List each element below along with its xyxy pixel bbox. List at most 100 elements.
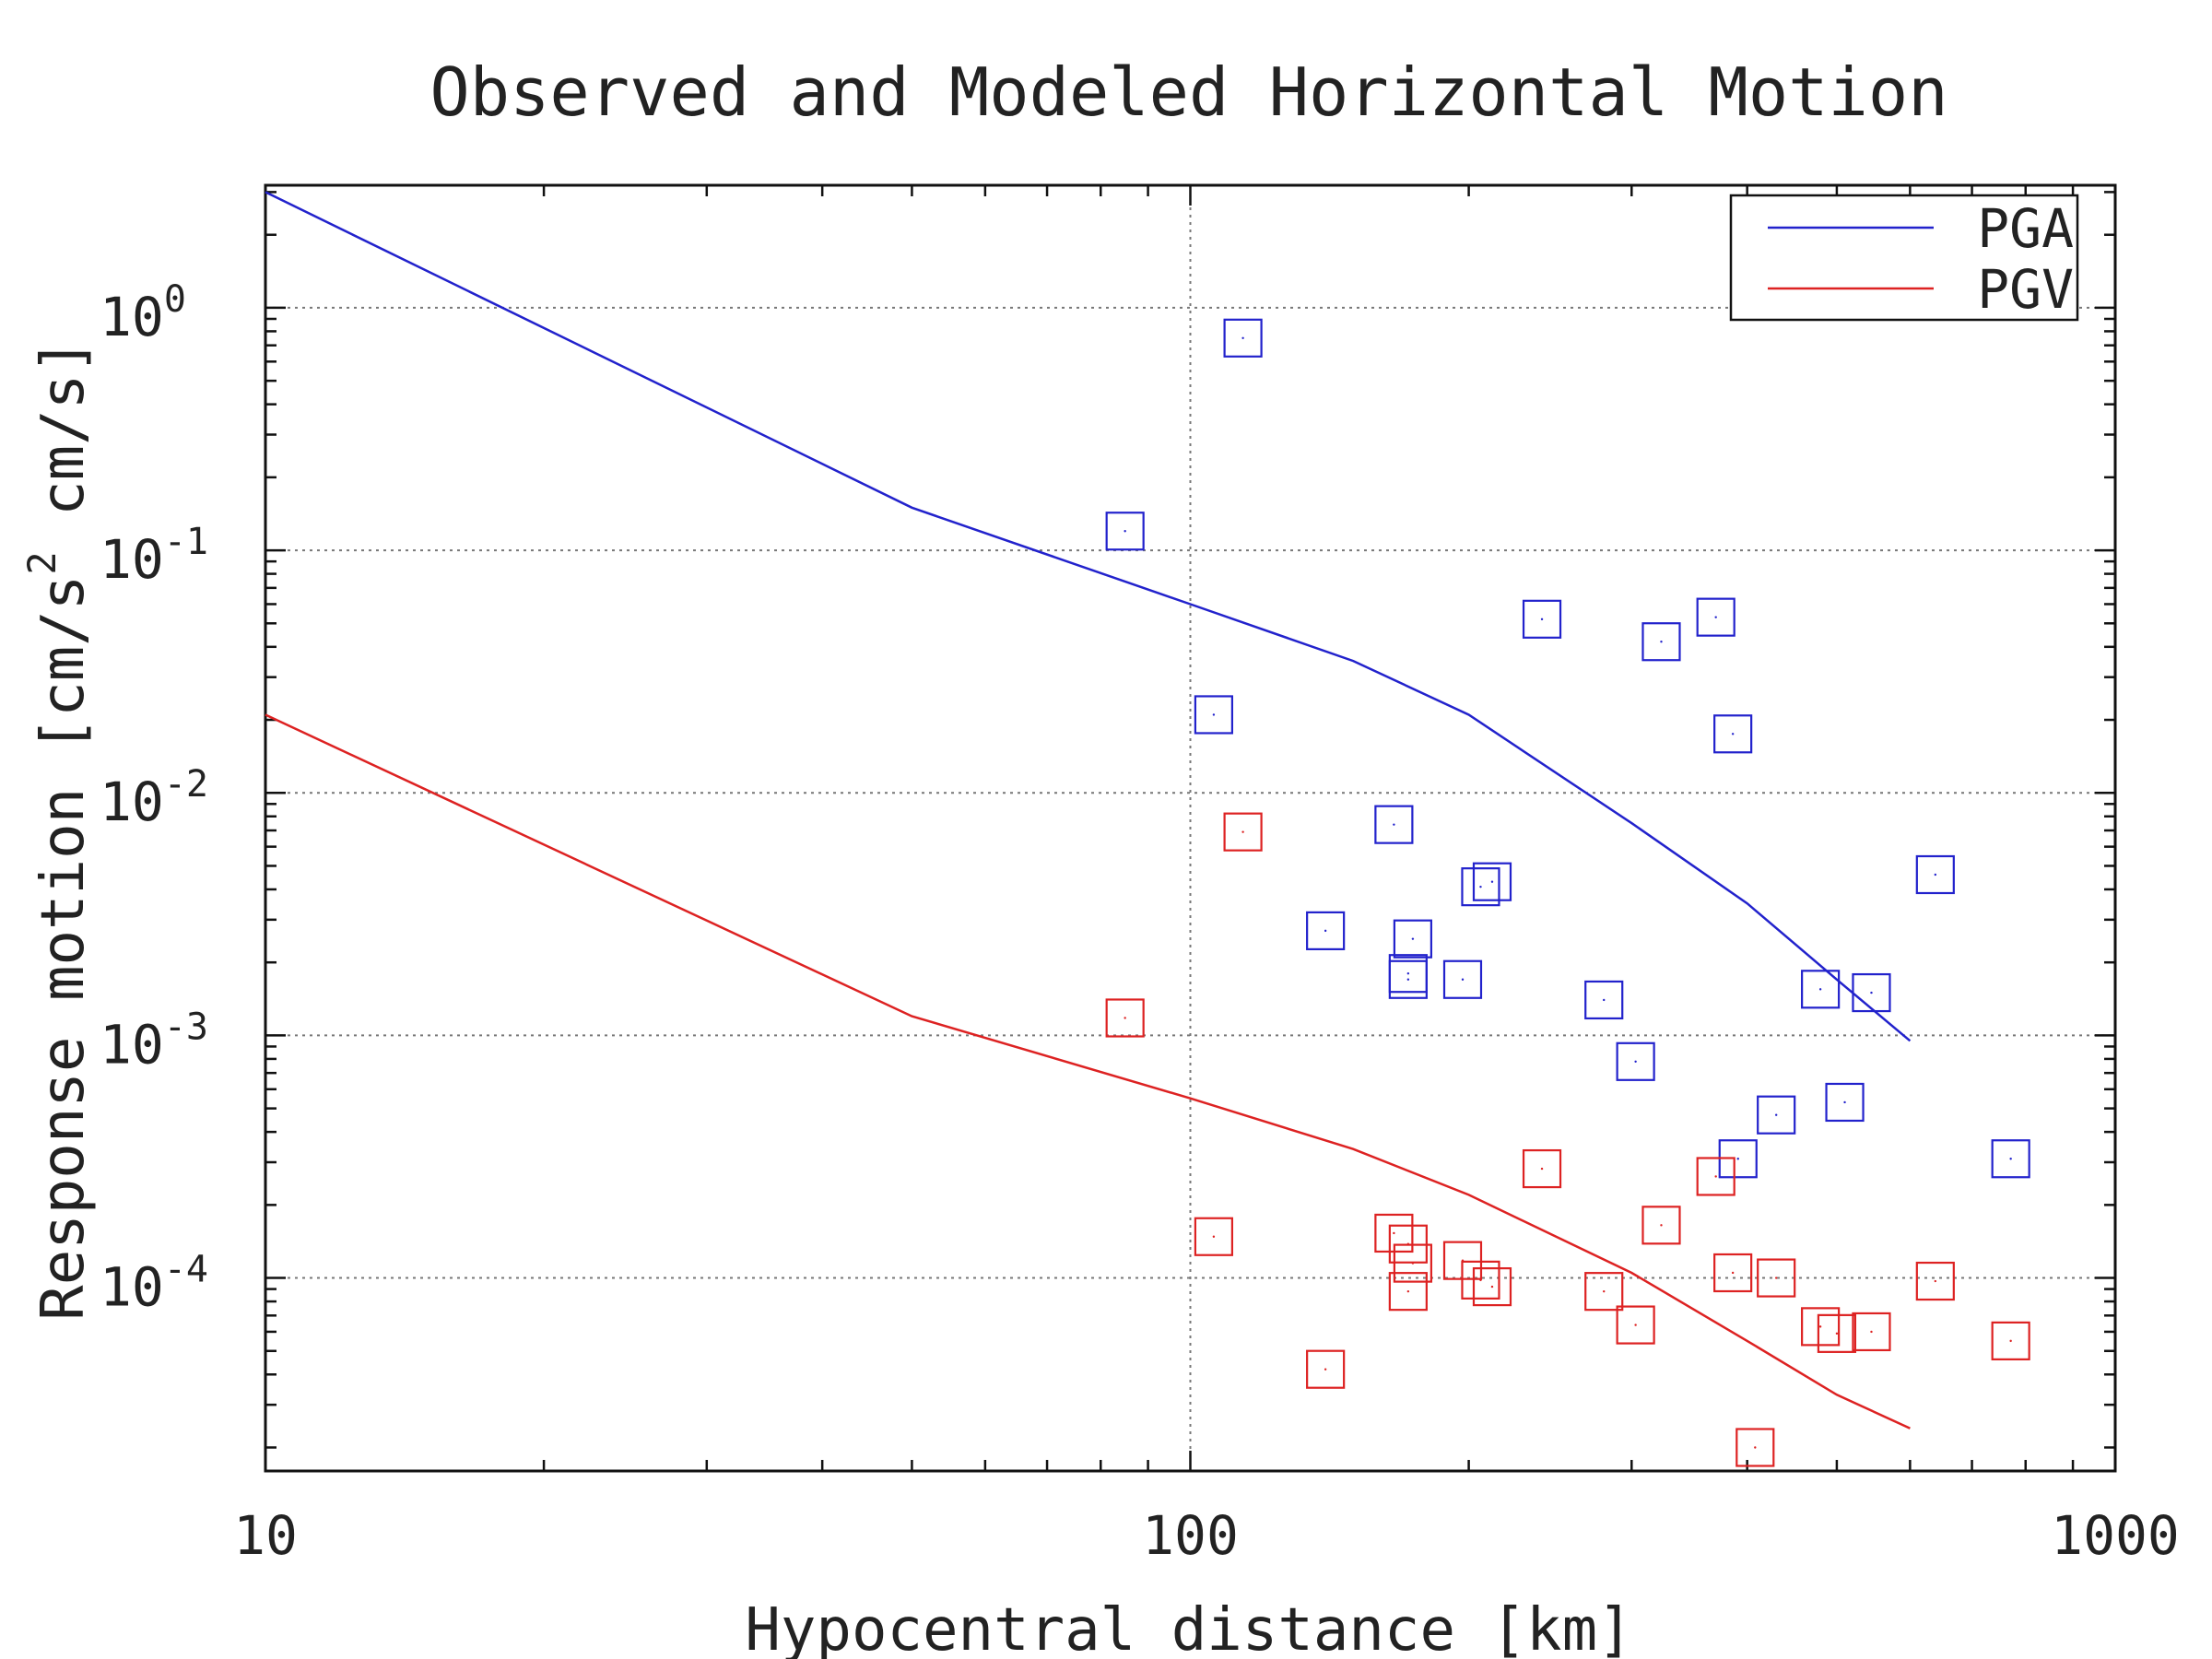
marker-pgv	[1817, 1313, 1857, 1353]
marker-center-dot	[1406, 972, 1410, 975]
marker-square	[1757, 1095, 1796, 1135]
marker-center-dot	[1406, 978, 1410, 981]
y-tick-label: 10-3	[100, 1006, 208, 1076]
marker-center-dot	[1660, 641, 1663, 643]
marker-pgv	[1616, 1305, 1655, 1345]
marker-center-dot	[1731, 1271, 1735, 1275]
marker-center-dot	[1934, 873, 1937, 877]
marker-square	[1393, 919, 1432, 959]
marker-center-dot	[1714, 1175, 1717, 1178]
marker-square	[1801, 970, 1841, 1009]
y-tick-label: 100	[100, 278, 186, 348]
marker-pgv	[1584, 1272, 1624, 1312]
marker-square	[1306, 911, 1346, 950]
marker-center-dot	[1634, 1060, 1637, 1063]
marker-pga	[1584, 980, 1624, 1020]
plot-frame	[264, 183, 2117, 1473]
marker-center-dot	[1212, 1235, 1216, 1238]
legend-pga-label: PGA	[1977, 197, 2074, 260]
marker-pga	[1825, 1082, 1865, 1123]
marker-center-dot	[1603, 998, 1606, 1002]
marker-pga	[1306, 911, 1346, 950]
axis-ticks	[264, 185, 2115, 1471]
marker-center-dot	[2009, 1158, 2012, 1160]
x-axis-label: Hypocentral distance [km]	[745, 1596, 1632, 1659]
marker-square	[1713, 714, 1753, 754]
marker-pgv	[1641, 1206, 1681, 1245]
marker-center-dot	[1818, 988, 1822, 991]
marker-center-dot	[1818, 1325, 1822, 1328]
marker-pga	[1388, 959, 1428, 999]
marker-square	[1641, 622, 1681, 662]
marker-square	[1461, 867, 1500, 907]
marker-center-dot	[1714, 616, 1717, 618]
marker-pgv	[1223, 812, 1263, 852]
marker-square	[1306, 1349, 1346, 1389]
marker-center-dot	[1870, 1330, 1873, 1334]
marker-pga	[1393, 919, 1432, 959]
marker-center-dot	[1934, 1279, 1937, 1283]
marker-square	[1616, 1041, 1655, 1081]
marker-square	[1713, 1253, 1753, 1293]
y-tick-label-exp: -2	[164, 763, 208, 806]
marker-square	[1696, 597, 1735, 637]
marker-square	[1442, 959, 1483, 999]
marker-pgv	[1915, 1261, 1955, 1301]
marker-square	[1223, 318, 1263, 358]
legend: PGA PGV	[1729, 194, 2079, 322]
marker-square	[1641, 1206, 1681, 1245]
y-tick-label-base: 10	[100, 528, 164, 591]
marker-pga	[1852, 972, 1891, 1013]
marker-pgv	[1696, 1157, 1735, 1196]
marker-pgv	[1991, 1321, 2030, 1360]
marker-square	[1388, 959, 1428, 999]
marker-pgv	[1461, 1260, 1500, 1300]
marker-square	[1194, 1217, 1233, 1256]
marker-center-dot	[1603, 1289, 1606, 1293]
marker-square	[1522, 599, 1562, 639]
marker-pga	[1641, 622, 1681, 662]
marker-pgv	[1388, 1272, 1428, 1312]
y-tick-label: 10-1	[100, 521, 208, 591]
marker-pgv	[1713, 1253, 1753, 1293]
y-tick-label-base: 10	[100, 771, 164, 833]
marker-square	[1374, 805, 1414, 844]
marker-pga	[1522, 599, 1562, 639]
marker-center-dot	[1479, 885, 1482, 888]
marker-center-dot	[1490, 880, 1494, 883]
marker-square	[1388, 1224, 1428, 1264]
marker-center-dot	[1124, 530, 1126, 533]
marker-center-dot	[1490, 1285, 1494, 1288]
marker-center-dot	[1634, 1324, 1637, 1326]
marker-pgv	[1472, 1266, 1512, 1307]
x-tick-label: 10	[233, 1504, 298, 1567]
marker-pgv	[1852, 1312, 1891, 1352]
y-tick-label-exp: -1	[164, 521, 208, 563]
marker-pgv	[1757, 1258, 1796, 1298]
model-line-pga	[265, 191, 1912, 1042]
marker-pga	[1223, 318, 1263, 358]
marker-center-dot	[1324, 1368, 1327, 1371]
marker-square	[1852, 1312, 1891, 1352]
marker-center-dot	[1241, 336, 1244, 340]
marker-square	[1388, 1272, 1428, 1312]
marker-center-dot	[1660, 1224, 1663, 1227]
marker-center-dot	[1754, 1446, 1757, 1449]
marker-center-dot	[1479, 1278, 1482, 1282]
marker-pga	[1461, 867, 1500, 907]
y-tick-label: 10-2	[100, 763, 208, 833]
marker-square	[1472, 1266, 1512, 1307]
marker-pgv	[1194, 1217, 1233, 1256]
marker-pga	[1713, 714, 1753, 754]
marker-square	[1915, 854, 1955, 895]
marker-square	[1735, 1428, 1775, 1467]
x-tick-label: 100	[1142, 1504, 1239, 1567]
marker-center-dot	[1870, 991, 1873, 994]
marker-square	[1522, 1148, 1562, 1189]
marker-center-dot	[1774, 1277, 1778, 1279]
y-tick-label-base: 10	[100, 1256, 164, 1319]
x-tick-label: 1000	[2051, 1504, 2180, 1567]
model-lines	[265, 191, 1912, 1430]
marker-square	[1801, 1307, 1841, 1347]
